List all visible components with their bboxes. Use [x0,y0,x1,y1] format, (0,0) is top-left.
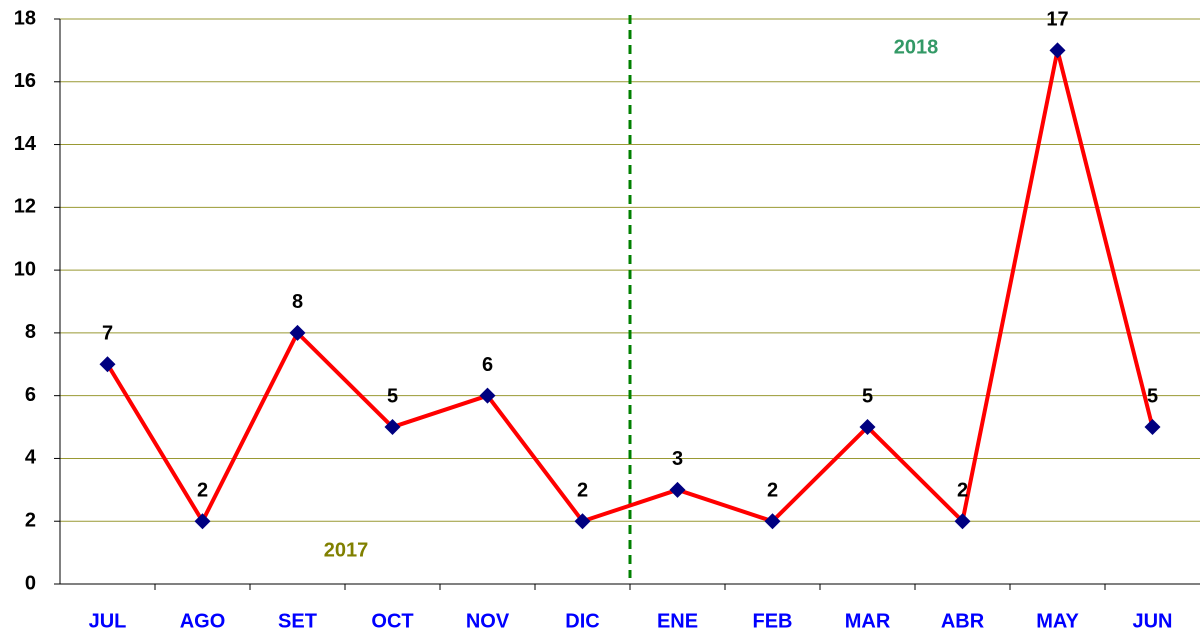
x-tick-label: AGO [180,610,226,632]
x-tick-label: JUL [89,610,127,632]
y-tick-label: 0 [25,572,36,594]
data-label: 2 [577,480,588,502]
point-marker [289,324,306,341]
y-tick-label: 8 [25,321,36,343]
x-tick-label: FEB [753,610,793,632]
point-marker [859,419,876,436]
data-label: 5 [862,385,873,407]
y-tick-label: 4 [25,447,37,469]
point-marker [1144,419,1161,436]
y-tick-label: 12 [14,196,36,218]
data-label: 5 [387,385,398,407]
x-tick-label: MAY [1036,610,1079,632]
x-tick-label: MAR [845,610,891,632]
point-marker [384,419,401,436]
point-marker [194,513,211,530]
point-marker [764,513,781,530]
point-marker [99,356,116,373]
x-tick-label: OCT [371,610,413,632]
x-tick-label: DIC [565,610,599,632]
annotation: 2018 [894,36,939,58]
data-label: 7 [102,323,113,345]
x-tick-label: NOV [466,610,510,632]
point-marker [479,387,496,404]
annotation: 2017 [324,539,369,561]
y-tick-label: 10 [14,258,36,280]
data-label: 6 [482,354,493,376]
y-tick-label: 6 [25,384,36,406]
x-tick-label: JUN [1132,610,1172,632]
x-tick-label: ABR [941,610,985,632]
point-marker [1049,42,1066,59]
series-line [105,48,1155,524]
x-tick-label: SET [278,610,317,632]
y-tick-label: 14 [14,133,37,155]
y-tick-label: 16 [14,70,36,92]
point-marker [669,481,686,498]
data-label: 2 [767,480,778,502]
data-label: 5 [1147,385,1158,407]
data-label: 8 [292,291,303,313]
x-tick-label: ENE [657,610,698,632]
point-marker [574,513,591,530]
data-label: 2 [957,480,968,502]
data-label: 17 [1046,9,1068,31]
y-tick-label: 18 [14,7,36,29]
data-label: 2 [197,480,208,502]
data-label: 3 [672,448,683,470]
point-marker [954,513,971,530]
y-tick-label: 2 [25,510,36,532]
